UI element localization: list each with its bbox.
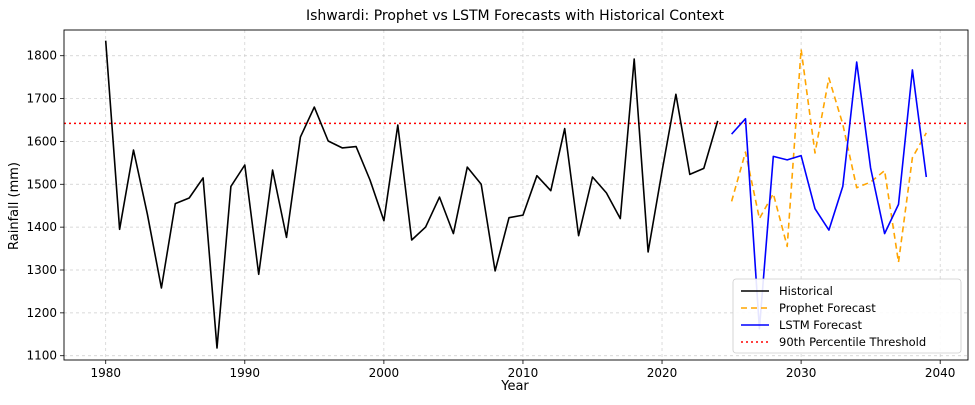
y-tick-label: 1500 [26, 177, 57, 191]
series-layer [104, 40, 928, 349]
lstm-forecast-line [731, 61, 928, 330]
y-axis-label: Rainfall (mm) [7, 162, 22, 250]
x-axis-label: Year [500, 379, 529, 394]
x-tick-label: 2010 [508, 366, 539, 380]
x-tick-label: 2020 [647, 366, 678, 380]
y-tick-label: 1700 [26, 92, 57, 106]
plot-frame [63, 29, 969, 361]
legend: Historical Prophet Forecast LSTM Forecast 9… [732, 278, 962, 354]
x-tick-label: 1990 [230, 366, 261, 380]
x-axis-ticks: 1980 1990 2000 2010 2020 2030 2040 [90, 360, 955, 380]
y-tick-label: 1600 [26, 134, 57, 148]
y-tick-label: 1200 [26, 306, 57, 320]
y-tick-label: 1100 [26, 349, 57, 363]
x-tick-label: 2030 [786, 366, 817, 380]
y-tick-label: 1300 [26, 263, 57, 277]
legend-label: Historical [779, 284, 833, 298]
legend-label: 90th Percentile Threshold [779, 335, 926, 349]
prophet-forecast-line [730, 48, 927, 264]
legend-label: LSTM Forecast [779, 318, 862, 332]
x-tick-label: 2040 [925, 366, 956, 380]
y-axis-ticks: 1100 1200 1300 1400 1500 1600 1700 1800 [26, 49, 64, 363]
legend-box [732, 278, 962, 354]
y-tick-label: 1800 [26, 49, 57, 63]
x-tick-label: 2000 [369, 366, 400, 380]
y-tick-label: 1400 [26, 220, 57, 234]
x-tick-label: 1980 [90, 366, 121, 380]
historical-line [104, 40, 719, 349]
chart-title: Ishwardi: Prophet vs LSTM Forecasts with… [306, 8, 725, 24]
legend-label: Prophet Forecast [779, 301, 876, 315]
